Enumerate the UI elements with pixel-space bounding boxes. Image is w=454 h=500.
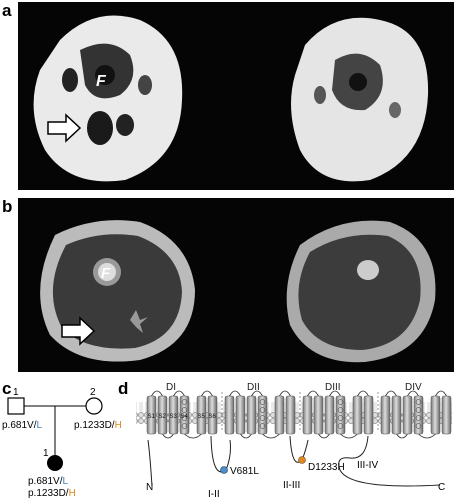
loop [162, 433, 174, 439]
charge [415, 423, 422, 429]
loop [173, 390, 185, 397]
linker-label: II-III [283, 480, 300, 491]
helix [363, 395, 374, 435]
mri-section: F [40, 220, 195, 362]
charge [181, 415, 188, 421]
panel-label: d [118, 379, 128, 398]
helix [352, 395, 363, 435]
loop [229, 390, 241, 397]
loop [385, 390, 397, 397]
panel-label: b [2, 197, 12, 216]
helix [402, 395, 413, 435]
domain-label: DIV [405, 382, 422, 393]
genotype: p.1233D/H [28, 488, 76, 499]
segment-label: S5 [198, 414, 206, 420]
loop [396, 433, 408, 439]
annotation: F [96, 73, 107, 90]
charge [181, 399, 188, 405]
genotype: p.681V/L [2, 420, 42, 431]
loop [329, 390, 341, 397]
individual-id: 1 [13, 387, 19, 398]
helix [380, 395, 391, 435]
charge [415, 407, 422, 413]
charge [181, 423, 188, 429]
helix [430, 395, 441, 435]
charge [337, 407, 344, 413]
genotype: p.681V/L [28, 476, 68, 487]
linker-label: III-IV [357, 460, 378, 471]
individual-id: 2 [90, 387, 96, 398]
pedigree: 1 2 1 p.681V/L p.1233D/H p.681V/L p.1233… [2, 387, 122, 499]
helix [235, 395, 246, 435]
segment-label: S3 [170, 414, 178, 420]
charge [259, 407, 266, 413]
helix [224, 395, 235, 435]
variant-label: D1233H [308, 462, 345, 473]
variant-label: V681L [230, 466, 259, 477]
charge [259, 423, 266, 429]
loop [418, 433, 436, 439]
terminus-label: N [146, 482, 153, 493]
loop [307, 390, 319, 397]
loop [240, 433, 252, 439]
loop [407, 390, 419, 397]
individual-id: 1 [43, 448, 49, 459]
loop [201, 390, 213, 397]
helix [302, 395, 313, 435]
loop [279, 390, 291, 397]
helix [207, 395, 218, 435]
helix [274, 395, 285, 435]
segment-label: S1 [148, 414, 156, 420]
domain-label: DI [166, 382, 176, 393]
linker-label: I-II [208, 489, 220, 500]
mri-section [286, 220, 436, 363]
helix [285, 395, 296, 435]
domain-label: DII [247, 382, 260, 393]
loop [262, 433, 280, 439]
charge [259, 415, 266, 421]
panel-label: c [2, 379, 11, 398]
loop [151, 390, 163, 397]
genotype: p.1233D/H [74, 420, 122, 431]
mri-section [291, 17, 429, 182]
terminus-label: C [438, 482, 445, 493]
charge [415, 399, 422, 405]
segment-label: S2 [159, 414, 167, 420]
loop [357, 390, 369, 397]
helix [391, 395, 402, 435]
charge [415, 415, 422, 421]
charge [337, 415, 344, 421]
loop [340, 433, 358, 439]
loop [251, 390, 263, 397]
panel-label: a [2, 1, 12, 20]
channel-diagram: S1 S2 S3 S4 S5 S6 DI DII DIII DIV V681L D1233… [136, 382, 452, 500]
annotation: F [101, 265, 111, 282]
loop [318, 433, 330, 439]
mri-section: F [33, 15, 183, 182]
domain-label: DIII [325, 382, 341, 393]
helix [441, 395, 452, 435]
charge [337, 399, 344, 405]
loop [435, 390, 447, 397]
helix [313, 395, 324, 435]
charge [337, 423, 344, 429]
loop [184, 433, 202, 439]
charge [259, 399, 266, 405]
segment-label: S6 [209, 414, 217, 420]
segment-label: S4 [181, 414, 189, 420]
helix [324, 395, 335, 435]
charge [181, 407, 188, 413]
helix [246, 395, 257, 435]
